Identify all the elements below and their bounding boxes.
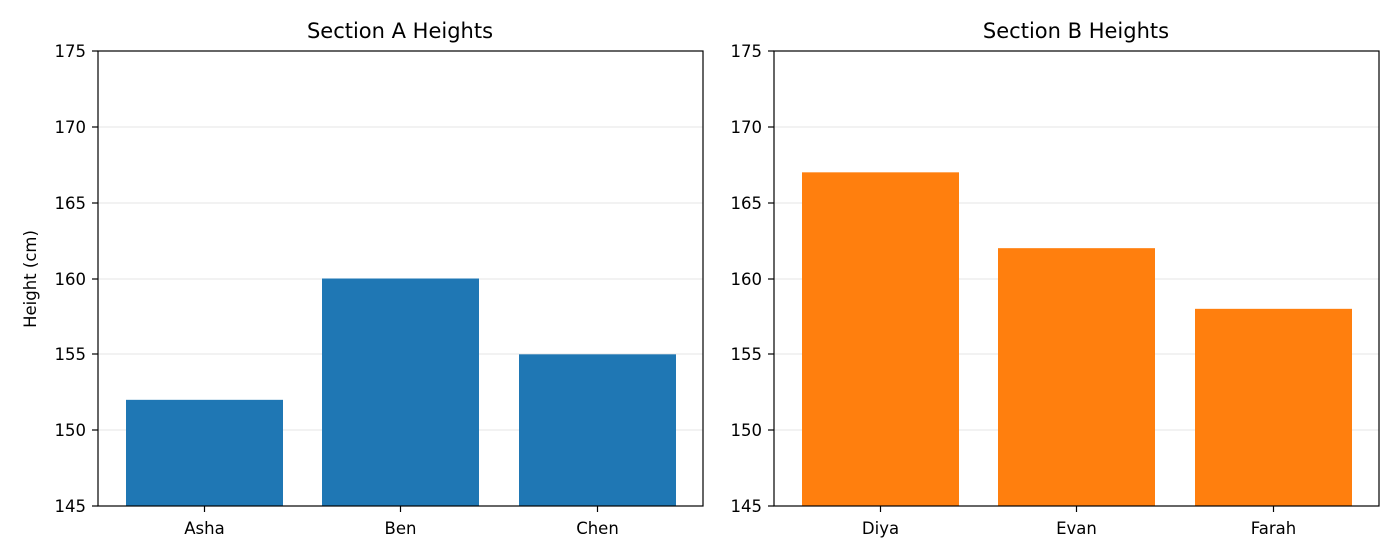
x-tick-label-evan: Evan (1056, 519, 1097, 538)
y-tick-label-section-b-155: 155 (731, 345, 763, 364)
x-ticks-section-b: Diya Evan Farah (862, 506, 1296, 538)
plot-frame-section-b (773, 50, 1380, 507)
bar-evan (998, 248, 1155, 507)
plot-frame-section-a (97, 50, 704, 507)
y-tick-label-section-a-165: 165 (55, 194, 87, 213)
y-tick-label-section-a-145: 145 (55, 497, 87, 516)
y-tick-label-section-a-170: 170 (55, 118, 87, 137)
x-tick-label-ben: Ben (385, 519, 417, 538)
bars-section-b (802, 172, 1352, 507)
bar-ben (322, 278, 479, 506)
y-tick-label-section-b-150: 150 (731, 421, 763, 440)
y-tick-label-section-a-160: 160 (55, 270, 87, 289)
y-ticks-section-a: 145 150 155 160 165 170 175 (55, 42, 98, 516)
chart-title-section-b: Section B Heights (983, 19, 1169, 43)
x-ticks-section-a: Asha Ben Chen (184, 506, 619, 538)
x-tick-label-asha: Asha (184, 519, 224, 538)
y-axis-label-section-a: Height (cm) (21, 230, 40, 328)
y-tick-label-section-b-175: 175 (731, 42, 763, 61)
chart-panel-section-b: Section B Heights 145 150 155 160 165 (731, 19, 1380, 538)
bar-chen (519, 354, 676, 506)
y-tick-label-section-b-165: 165 (731, 194, 763, 213)
x-tick-label-chen: Chen (576, 519, 619, 538)
x-tick-label-farah: Farah (1251, 519, 1296, 538)
y-tick-label-section-b-160: 160 (731, 270, 763, 289)
y-tick-label-section-b-145: 145 (731, 497, 763, 516)
x-tick-label-diya: Diya (862, 519, 899, 538)
bar-farah (1195, 308, 1352, 506)
y-ticks-section-b: 145 150 155 160 165 170 175 (731, 42, 774, 516)
bar-asha (126, 399, 283, 506)
bars-section-a (126, 278, 676, 506)
y-tick-label-section-a-175: 175 (55, 42, 87, 61)
chart-title-section-a: Section A Heights (307, 19, 493, 43)
bar-diya (802, 172, 959, 506)
y-tick-label-section-b-170: 170 (731, 118, 763, 137)
y-tick-label-section-a-150: 150 (55, 421, 87, 440)
y-tick-label-section-a-155: 155 (55, 345, 87, 364)
chart-panel-section-a: Section A Heights Height (cm) 145 150 15… (21, 19, 704, 538)
